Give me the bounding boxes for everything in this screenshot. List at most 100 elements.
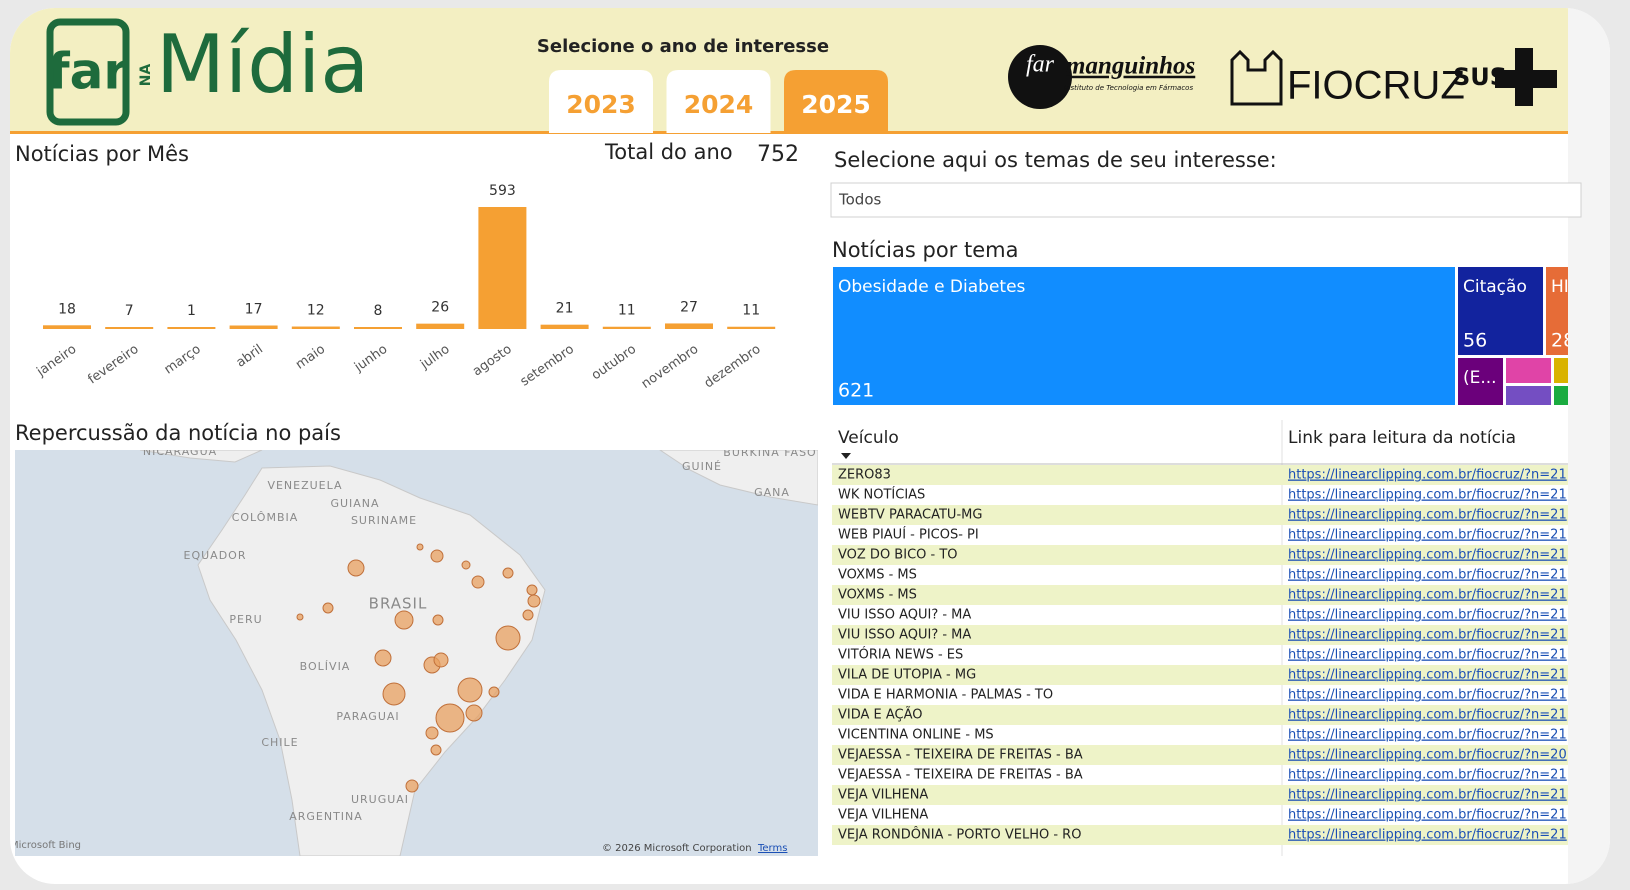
cell: VILA DE UTOPIA - MG: [838, 668, 976, 683]
value-label: 21: [556, 301, 574, 317]
link[interactable]: https://linearclipping.com.br/fiocruz/?n…: [1288, 808, 1567, 823]
cell: VIU ISSO AQUI? - MA: [838, 628, 971, 643]
value-label: 12: [307, 303, 325, 319]
treemap-value: 56: [1463, 330, 1487, 352]
map-label: VENEZUELA: [267, 479, 342, 492]
treemap-title: Notícias por tema: [832, 238, 1018, 262]
treemap-tile[interactable]: [1546, 267, 1586, 355]
cell: WK NOTÍCIAS: [838, 487, 925, 503]
fiocruz-castle: [1230, 49, 1283, 106]
row-band: [832, 545, 1568, 565]
map-label: ARGENTINA: [289, 810, 363, 823]
treemap-tile: [1506, 386, 1551, 405]
map-label: PARAGUAI: [336, 710, 399, 723]
cell: ZERO83: [838, 468, 891, 483]
row-band: [832, 625, 1568, 645]
bar: [354, 327, 402, 329]
link[interactable]: https://linearclipping.com.br/fiocruz/?n…: [1288, 528, 1567, 543]
map-bubble: [296, 613, 304, 621]
link[interactable]: https://linearclipping.com.br/fiocruz/?n…: [1288, 588, 1567, 603]
link[interactable]: https://linearclipping.com.br/fiocruz/?n…: [1288, 468, 1567, 483]
treemap-tile[interactable]: [1458, 358, 1503, 405]
link[interactable]: https://linearclipping.com.br/fiocruz/?n…: [1288, 768, 1567, 783]
map-bubble: [382, 682, 406, 706]
column-header: Veículo: [838, 428, 899, 448]
row-band: [832, 825, 1568, 845]
filter-dropdown[interactable]: [830, 182, 1582, 218]
map-label: BRASIL: [369, 595, 428, 613]
cell: VITÓRIA NEWS - ES: [838, 647, 963, 663]
treemap-label: Citação: [1463, 277, 1527, 297]
value-label: 11: [618, 303, 636, 319]
cell: VEJAESSA - TEIXEIRA DE FREITAS - BA: [838, 748, 1083, 763]
bar: [291, 326, 340, 329]
link[interactable]: https://linearclipping.com.br/fiocruz/?n…: [1288, 608, 1567, 623]
link[interactable]: https://linearclipping.com.br/fiocruz/?n…: [1288, 728, 1567, 743]
row-band: [832, 665, 1568, 685]
link[interactable]: https://linearclipping.com.br/fiocruz/?n…: [1288, 668, 1567, 683]
link[interactable]: https://linearclipping.com.br/fiocruz/?n…: [1288, 628, 1567, 643]
cell: VEJAESSA - TEIXEIRA DE FREITAS - BA: [838, 768, 1083, 783]
link[interactable]: https://linearclipping.com.br/fiocruz/?n…: [1288, 568, 1567, 583]
year-button[interactable]: [666, 70, 771, 133]
cell: VEJA VILHENA: [838, 788, 928, 803]
treemap-tile: [1506, 358, 1551, 383]
map-bubble: [502, 567, 514, 579]
cell: VIDA E AÇÃO: [838, 707, 923, 723]
map-terms: Terms: [757, 843, 787, 854]
link[interactable]: https://linearclipping.com.br/fiocruz/?n…: [1288, 828, 1567, 843]
value-label: 1: [187, 303, 196, 319]
year-prompt: Selecione o ano de interesse: [537, 36, 829, 57]
map-bubble: [425, 726, 439, 740]
link[interactable]: https://linearclipping.com.br/fiocruz/?n…: [1288, 688, 1567, 703]
bar: [416, 323, 465, 329]
link[interactable]: https://linearclipping.com.br/fiocruz/?n…: [1288, 488, 1567, 503]
cell: VIDA E HARMONIA - PALMAS - TO: [838, 688, 1053, 703]
map-bubble: [465, 704, 483, 722]
cell: WEBTV PARACATU-MG: [838, 508, 982, 523]
map: NICARAGUA VENEZUELA GUIANA SURINAME COLÔMBIA…: [10, 445, 818, 856]
land: [658, 450, 818, 506]
link[interactable]: https://linearclipping.com.br/fiocruz/?n…: [1288, 508, 1567, 523]
map-bubble: [347, 559, 365, 577]
row-band: [832, 505, 1568, 525]
map-label: GUIANA: [330, 497, 379, 510]
total-label: Total do ano: [604, 140, 733, 164]
link[interactable]: https://linearclipping.com.br/fiocruz/?n…: [1288, 748, 1567, 763]
year-button[interactable]: [784, 70, 888, 133]
map-label: EQUADOR: [184, 549, 247, 562]
value-label: 26: [431, 300, 449, 316]
treemap-value: 621: [838, 380, 874, 402]
map-label: NICARAGUA: [143, 445, 217, 458]
row-band: [832, 745, 1568, 765]
map-attribution: Microsoft Bing: [10, 840, 81, 851]
logo-prefix: far: [48, 43, 128, 101]
year-label: 2024: [684, 90, 754, 119]
map-label: GUINÉ: [682, 460, 722, 473]
link[interactable]: https://linearclipping.com.br/fiocruz/?n…: [1288, 708, 1567, 723]
land: [139, 450, 263, 463]
link[interactable]: https://linearclipping.com.br/fiocruz/?n…: [1288, 648, 1567, 663]
map-bubble: [432, 614, 444, 626]
row-band: [832, 785, 1568, 805]
year-button[interactable]: [549, 70, 653, 133]
link[interactable]: https://linearclipping.com.br/fiocruz/?n…: [1288, 788, 1567, 803]
treemap-tile[interactable]: [833, 267, 1455, 405]
cell: VOZ DO BICO - TO: [838, 548, 958, 563]
value-label: 18: [58, 301, 76, 317]
link[interactable]: https://linearclipping.com.br/fiocruz/?n…: [1288, 548, 1567, 563]
bar: [665, 323, 713, 329]
treemap-tile[interactable]: [1458, 267, 1543, 355]
farmanguinhos-mark: far: [1026, 52, 1055, 78]
map-label: PERU: [229, 613, 262, 626]
value-label: 17: [245, 302, 263, 318]
map-copyright: © 2026 Microsoft Corporation: [602, 843, 752, 854]
cell: VEJA VILHENA: [838, 808, 928, 823]
treemap-label: (E...: [1463, 368, 1497, 388]
frame: far NA Mídia Selecione o ano de interess…: [10, 8, 1610, 884]
treemap: Obesidade e Diabetes 621 Citação 56 HI 28 (E..…: [833, 267, 1586, 405]
chart-title: Notícias por Mês: [15, 142, 189, 166]
cell: VOXMS - MS: [838, 588, 917, 603]
